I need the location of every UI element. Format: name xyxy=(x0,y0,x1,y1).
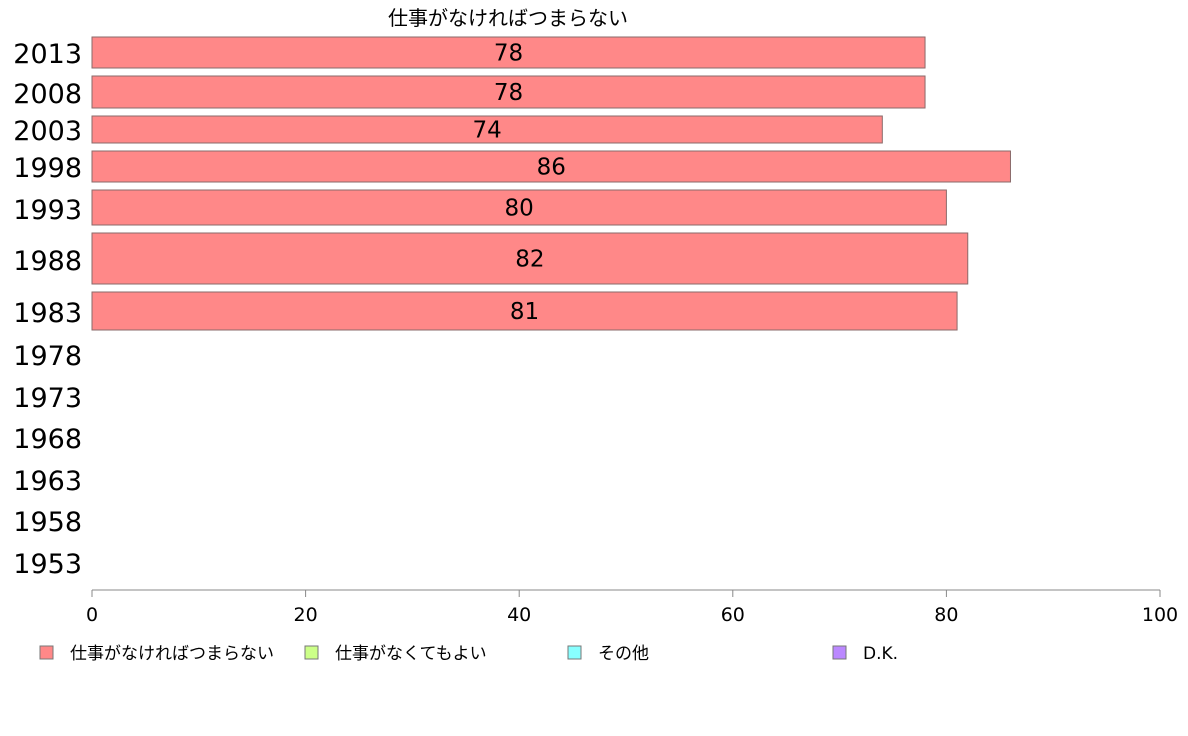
x-tick-label: 80 xyxy=(934,604,958,626)
y-tick-label: 1968 xyxy=(13,424,82,455)
legend: 仕事がなければつまらない 仕事がなくてもよい その他 D.K. xyxy=(39,644,898,664)
bar-value-label: 81 xyxy=(510,299,539,325)
chart-title: 仕事がなければつまらない xyxy=(388,6,628,30)
legend-swatch xyxy=(567,645,582,660)
y-tick-label: 1998 xyxy=(13,153,82,184)
legend-swatch xyxy=(304,645,319,660)
y-tick-label: 1953 xyxy=(13,549,82,580)
legend-label: 仕事がなければつまらない xyxy=(70,644,274,664)
bar xyxy=(91,189,947,226)
bar xyxy=(91,291,958,331)
y-tick-label: 1958 xyxy=(13,507,82,538)
bar-value-label: 80 xyxy=(505,196,534,222)
bar xyxy=(91,36,926,69)
x-tick-label: 100 xyxy=(1142,604,1178,626)
bar-value-label: 78 xyxy=(494,80,523,106)
y-axis-labels: 2013 2008 2003 1998 1993 1988 1983 1978 1973 1968… xyxy=(13,39,82,580)
y-tick-label: 2013 xyxy=(13,39,82,70)
y-tick-label: 1988 xyxy=(13,246,82,277)
x-tick-label: 60 xyxy=(721,604,745,626)
y-tick-label: 1978 xyxy=(13,341,82,372)
bar xyxy=(91,115,883,144)
legend-label: その他 xyxy=(598,644,649,664)
bar xyxy=(91,232,969,285)
legend-label: 仕事がなくてもよい xyxy=(335,644,487,664)
legend-label: D.K. xyxy=(863,644,898,664)
y-tick-label: 2008 xyxy=(13,79,82,110)
x-tick-label: 0 xyxy=(86,604,98,626)
bar-value-label: 86 xyxy=(537,155,566,181)
x-axis: 0 20 40 60 80 100 xyxy=(86,589,1178,626)
y-tick-label: 2003 xyxy=(13,116,82,147)
bar-value-label: 74 xyxy=(473,118,502,144)
y-tick-label: 1973 xyxy=(13,383,82,414)
y-tick-label: 1983 xyxy=(13,298,82,329)
bar-value-label: 82 xyxy=(515,247,544,273)
legend-swatch xyxy=(39,645,54,660)
y-tick-label: 1993 xyxy=(13,195,82,226)
bar-value-label: 78 xyxy=(494,41,523,67)
x-tick-label: 40 xyxy=(507,604,531,626)
bar xyxy=(91,75,926,109)
y-tick-label: 1963 xyxy=(13,466,82,497)
legend-swatch xyxy=(832,645,847,660)
bar xyxy=(91,150,1011,183)
x-tick-label: 20 xyxy=(294,604,318,626)
